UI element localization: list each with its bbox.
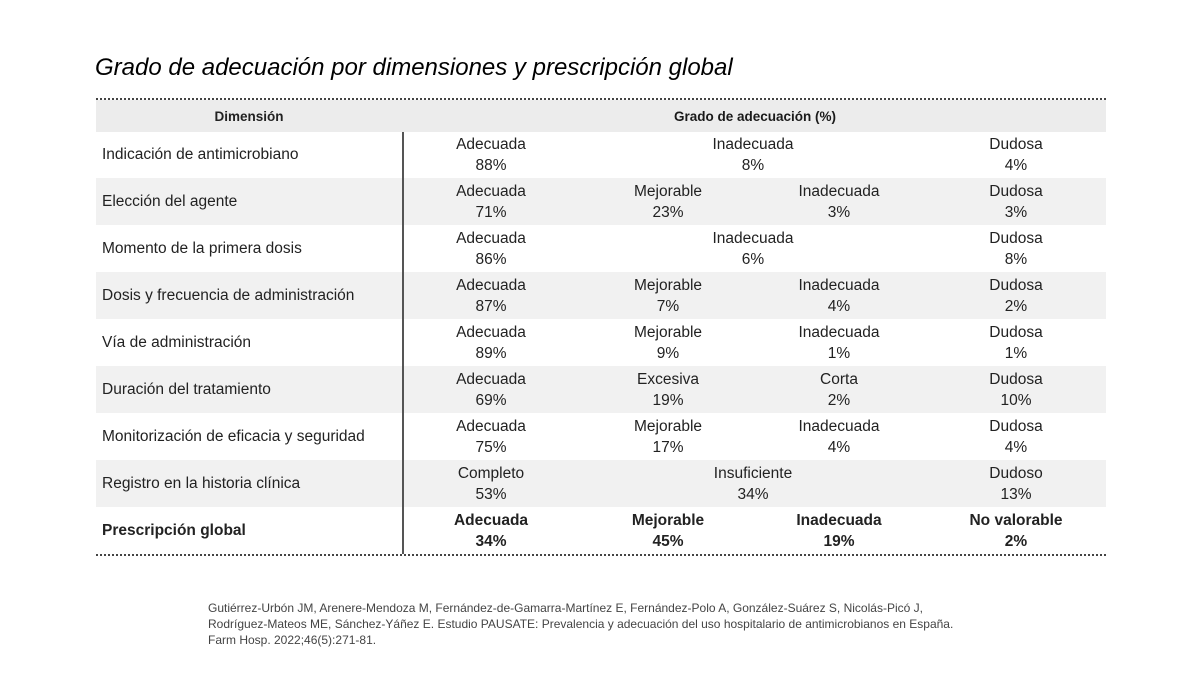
table-row: Monitorización de eficacia y seguridad A… bbox=[96, 413, 1106, 460]
column-divider bbox=[402, 132, 404, 178]
grade-cell: Excesiva 19% bbox=[636, 370, 700, 409]
table-row-global: Prescripción global Adecuada 34% Mejorabl… bbox=[96, 507, 1106, 554]
grade-cell: Inadecuada 6% bbox=[712, 229, 794, 268]
grade-cell: Inadecuada 19% bbox=[796, 511, 882, 550]
header-grade: Grado de adecuación (%) bbox=[673, 108, 837, 124]
grade-cell: Adecuada 88% bbox=[456, 136, 526, 174]
grade-cell: Mejorable 7% bbox=[633, 276, 703, 315]
grade-cell: Completo 53% bbox=[457, 464, 525, 503]
column-divider bbox=[402, 413, 404, 460]
grade-cell: No valorable 2% bbox=[969, 511, 1063, 550]
table-row: Vía de administración Adecuada 89% Mejora… bbox=[96, 319, 1106, 366]
row-dimension: Dosis y frecuencia de administración bbox=[102, 286, 355, 304]
grade-cell: Dudosa 2% bbox=[989, 276, 1043, 315]
column-divider bbox=[402, 460, 404, 507]
grade-cell: Dudosa 4% bbox=[989, 417, 1043, 456]
column-divider bbox=[402, 178, 404, 225]
grade-cell: Adecuada 71% bbox=[456, 182, 526, 221]
row-dimension: Duración del tratamiento bbox=[102, 380, 271, 398]
grade-cell: Adecuada 69% bbox=[456, 370, 526, 409]
citation-line: Gutiérrez-Urbón JM, Arenere-Mendoza M, F… bbox=[208, 601, 923, 615]
column-divider bbox=[402, 319, 404, 366]
grade-cell: Dudosa 4% bbox=[989, 136, 1043, 174]
grade-cell: Adecuada 75% bbox=[456, 417, 526, 456]
table-row: Duración del tratamiento Adecuada 69% Exc… bbox=[96, 366, 1106, 413]
row-dimension: Elección del agente bbox=[102, 192, 238, 210]
row-dimension: Momento de la primera dosis bbox=[102, 239, 302, 257]
row-dimension: Prescripción global bbox=[102, 521, 246, 539]
grade-cell: Dudosa 10% bbox=[989, 370, 1043, 409]
grade-cell: Adecuada 89% bbox=[456, 323, 526, 362]
grade-cell: Insuficiente 34% bbox=[713, 464, 793, 503]
grade-cell: Corta 2% bbox=[820, 370, 858, 409]
grade-cell: Mejorable 17% bbox=[633, 417, 703, 456]
header-dimension: Dimensión bbox=[214, 108, 284, 124]
grade-cell: Dudosa 3% bbox=[989, 182, 1043, 221]
row-dimension: Vía de administración bbox=[102, 333, 252, 351]
grade-cell: Dudoso 13% bbox=[989, 464, 1043, 503]
grade-cell: Dudosa 1% bbox=[989, 323, 1043, 362]
adequacy-table: Dimensión Grado de adecuación (%) Indica… bbox=[96, 98, 1106, 556]
table-row: Elección del agente Adecuada 71% Mejorabl… bbox=[96, 178, 1106, 225]
citation-line: Farm Hosp. 2022;46(5):271-81. bbox=[208, 633, 377, 647]
table-header-row: Dimensión Grado de adecuación (%) bbox=[96, 100, 1106, 132]
column-divider bbox=[402, 507, 404, 554]
grade-cell: Dudosa 8% bbox=[989, 229, 1043, 268]
citation-line: Rodríguez-Mateos ME, Sánchez-Yáñez E. Es… bbox=[208, 617, 954, 631]
table-top-rule bbox=[96, 98, 1106, 100]
citation: Gutiérrez-Urbón JM, Arenere-Mendoza M, F… bbox=[208, 600, 1008, 648]
page-title: Grado de adecuación por dimensiones y pr… bbox=[95, 54, 733, 81]
grade-cell: Adecuada 87% bbox=[456, 276, 526, 315]
table-row: Indicación de antimicrobiano Adecuada 88%… bbox=[96, 132, 1106, 178]
grade-cell: Mejorable 23% bbox=[633, 182, 703, 221]
table-row: Dosis y frecuencia de administración Ade… bbox=[96, 272, 1106, 319]
row-dimension: Indicación de antimicrobiano bbox=[102, 146, 299, 163]
grade-cell: Mejorable 45% bbox=[631, 511, 705, 550]
column-divider bbox=[402, 366, 404, 413]
row-dimension: Monitorización de eficacia y seguridad bbox=[102, 427, 365, 445]
grade-cell: Mejorable 9% bbox=[633, 323, 703, 362]
grade-cell: Inadecuada 3% bbox=[798, 182, 880, 221]
grade-cell: Adecuada 34% bbox=[453, 511, 529, 550]
column-divider bbox=[402, 225, 404, 272]
grade-cell: Inadecuada 1% bbox=[798, 323, 880, 362]
grade-cell: Adecuada 86% bbox=[456, 229, 526, 268]
table-bottom-rule bbox=[96, 554, 1106, 556]
grade-cell: Inadecuada 8% bbox=[712, 136, 794, 174]
table-row: Registro en la historia clínica Completo… bbox=[96, 460, 1106, 507]
table-row: Momento de la primera dosis Adecuada 86% … bbox=[96, 225, 1106, 272]
grade-cell: Inadecuada 4% bbox=[798, 276, 880, 315]
row-dimension: Registro en la historia clínica bbox=[102, 474, 301, 492]
column-divider bbox=[402, 272, 404, 319]
grade-cell: Inadecuada 4% bbox=[798, 417, 880, 456]
